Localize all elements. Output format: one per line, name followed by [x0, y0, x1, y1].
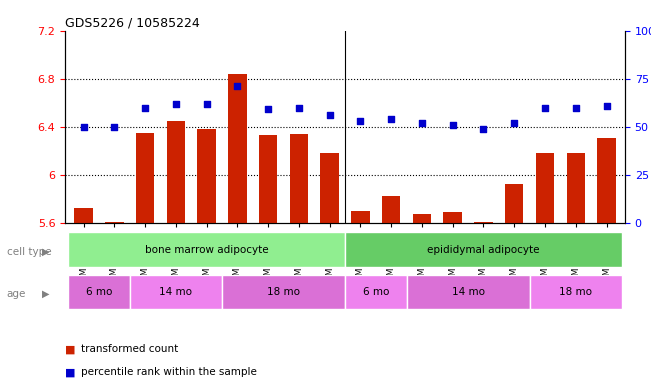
Point — [540, 104, 550, 111]
Text: ■: ■ — [65, 367, 76, 377]
Bar — [382, 196, 400, 223]
Point — [78, 124, 89, 130]
Bar — [320, 153, 339, 223]
Bar — [74, 209, 93, 223]
FancyBboxPatch shape — [530, 275, 622, 309]
FancyBboxPatch shape — [407, 275, 530, 309]
Bar — [474, 222, 493, 223]
FancyBboxPatch shape — [345, 232, 622, 267]
Bar — [566, 153, 585, 223]
Bar — [167, 121, 185, 223]
Text: GDS5226 / 10585224: GDS5226 / 10585224 — [65, 17, 200, 30]
FancyBboxPatch shape — [130, 275, 222, 309]
Text: ▶: ▶ — [42, 247, 50, 257]
FancyBboxPatch shape — [345, 275, 407, 309]
Point — [478, 126, 489, 132]
Text: 18 mo: 18 mo — [559, 287, 592, 297]
Point — [602, 103, 612, 109]
Text: ■: ■ — [65, 344, 76, 354]
Bar — [443, 212, 462, 223]
Bar — [505, 184, 523, 223]
Point — [417, 120, 427, 126]
Text: ▶: ▶ — [42, 289, 50, 299]
Point — [201, 101, 212, 107]
Point — [447, 122, 458, 128]
FancyBboxPatch shape — [222, 275, 345, 309]
Text: 6 mo: 6 mo — [86, 287, 112, 297]
Point — [140, 104, 150, 111]
Point — [109, 124, 120, 130]
Bar — [351, 211, 370, 223]
Bar — [290, 134, 308, 223]
FancyBboxPatch shape — [68, 275, 130, 309]
Text: 18 mo: 18 mo — [267, 287, 300, 297]
Point — [324, 112, 335, 118]
Bar — [536, 153, 554, 223]
Bar — [136, 133, 154, 223]
Text: transformed count: transformed count — [81, 344, 178, 354]
Text: epididymal adipocyte: epididymal adipocyte — [427, 245, 540, 255]
Text: cell type: cell type — [7, 247, 51, 257]
Bar — [197, 129, 216, 223]
Bar — [413, 214, 431, 223]
Point — [570, 104, 581, 111]
Bar — [105, 222, 124, 223]
Text: 6 mo: 6 mo — [363, 287, 389, 297]
Bar — [597, 137, 616, 223]
Bar — [228, 74, 247, 223]
Text: bone marrow adipocyte: bone marrow adipocyte — [145, 245, 268, 255]
Text: 14 mo: 14 mo — [452, 287, 484, 297]
Point — [355, 118, 366, 124]
Point — [232, 83, 243, 89]
Bar — [259, 135, 277, 223]
Text: percentile rank within the sample: percentile rank within the sample — [81, 367, 257, 377]
Text: 14 mo: 14 mo — [159, 287, 192, 297]
Text: age: age — [7, 289, 26, 299]
Point — [171, 101, 181, 107]
Point — [294, 104, 304, 111]
FancyBboxPatch shape — [68, 232, 345, 267]
Point — [263, 106, 273, 113]
Point — [386, 116, 396, 122]
Point — [509, 120, 519, 126]
